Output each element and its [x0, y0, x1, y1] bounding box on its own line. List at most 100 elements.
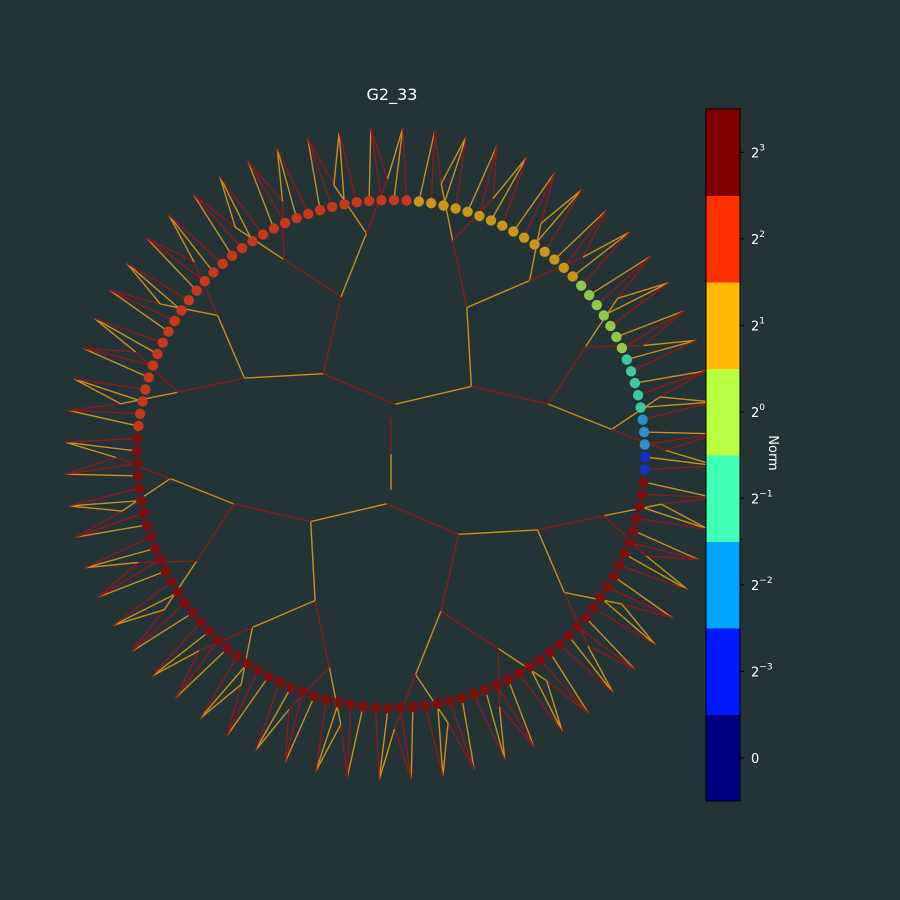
colorbar-segment: [706, 541, 740, 629]
tree-edge: [252, 599, 316, 629]
colorbar-tick-label: 23: [751, 143, 765, 161]
tree-edge: [67, 403, 121, 411]
leaf-node: [157, 337, 168, 348]
tree-edge: [619, 564, 688, 591]
colorbar-segment: [706, 455, 740, 542]
tree-edge: [65, 473, 138, 477]
tree-edge: [333, 132, 340, 186]
tree-edge: [146, 237, 195, 263]
tree-edge: [108, 289, 169, 333]
tree-edge: [458, 529, 538, 535]
leaf-node: [132, 433, 143, 444]
tree-edge: [121, 478, 171, 512]
tree-edge: [65, 441, 138, 452]
tree-edge: [643, 310, 685, 347]
tree-edge: [85, 547, 156, 569]
leaf-node: [363, 195, 375, 207]
tree-edge: [617, 282, 669, 299]
tree-edge: [168, 214, 195, 263]
tree-edge: [643, 481, 715, 499]
leaf-node: [635, 402, 646, 413]
tree-edge: [393, 128, 404, 201]
tree-edge: [546, 680, 589, 714]
tree-edge: [628, 541, 700, 561]
tree-edge: [219, 176, 254, 242]
tree-edge: [67, 409, 141, 415]
tree-edge: [498, 706, 535, 748]
leaf-node: [132, 458, 143, 469]
leaf-node: [485, 215, 497, 226]
tree-edge: [65, 462, 138, 475]
tree-edge: [75, 512, 145, 538]
tree-edge: [85, 561, 139, 569]
leaf-node: [252, 665, 264, 676]
leaf-node: [199, 276, 210, 287]
tree-edge: [440, 610, 499, 649]
chart-title: G2_33: [367, 85, 418, 105]
tree-edge: [621, 603, 656, 646]
leaf-node: [263, 671, 274, 682]
tree-edge: [75, 510, 123, 538]
leaf-node: [222, 643, 233, 654]
leaf-node: [567, 271, 578, 282]
tree-edge: [528, 223, 542, 281]
leaf-node: [303, 208, 314, 220]
tree-edge: [219, 176, 264, 236]
tree-edge: [109, 289, 161, 305]
tree-edge: [636, 517, 709, 530]
leaf-node: [382, 702, 394, 714]
tree-edge: [315, 699, 328, 772]
tree-edge: [496, 684, 535, 748]
tree-edge: [314, 600, 330, 668]
leaf-node: [588, 602, 599, 613]
tree-edge: [328, 667, 342, 725]
tree-edge: [584, 616, 636, 671]
leaf-node: [639, 439, 650, 450]
leaf-node: [134, 483, 145, 494]
leaf-node: [608, 571, 619, 582]
leaf-node: [632, 390, 644, 401]
leaf-node: [333, 697, 344, 708]
tree-edge: [254, 687, 292, 751]
tree-edge: [452, 198, 494, 242]
colorbar-tick-label: 20: [751, 403, 765, 421]
leaf-node: [602, 581, 613, 593]
tree-edge: [466, 279, 530, 309]
leaf-node: [183, 295, 194, 306]
leaf-node: [145, 531, 157, 542]
tree-edge: [548, 403, 612, 431]
tree-edge: [544, 189, 583, 253]
tree-edge: [247, 160, 275, 229]
tree-edge: [146, 237, 198, 292]
tree-edge: [580, 231, 631, 287]
leaf-node: [638, 426, 650, 438]
tree-edge: [138, 560, 197, 564]
leaf-node: [637, 414, 648, 425]
tree-edge: [346, 706, 364, 778]
leaf-node: [623, 537, 635, 548]
leaf-node: [345, 699, 356, 710]
leaf-node: [133, 420, 144, 432]
tree-edge: [624, 553, 688, 591]
tree-edge: [113, 609, 165, 626]
tree-edge: [97, 570, 166, 598]
tree-edge: [233, 503, 311, 523]
tree-edge: [65, 437, 138, 443]
leaf-node: [474, 210, 485, 222]
leaf-node: [407, 701, 419, 713]
leaf-node: [204, 626, 215, 637]
leaf-node: [456, 692, 468, 704]
tree-edge: [611, 396, 661, 430]
leaf-node: [247, 236, 258, 247]
tree-edge: [563, 592, 589, 647]
leaf-node: [558, 262, 569, 273]
leaf-node: [614, 560, 625, 571]
leaf-node: [147, 360, 159, 371]
tree-edge: [414, 611, 442, 675]
tree-edge: [310, 503, 387, 523]
leaf-node: [163, 326, 174, 337]
tree-edge: [461, 697, 475, 770]
tree-edge: [613, 575, 674, 619]
tree-edge: [564, 591, 622, 605]
